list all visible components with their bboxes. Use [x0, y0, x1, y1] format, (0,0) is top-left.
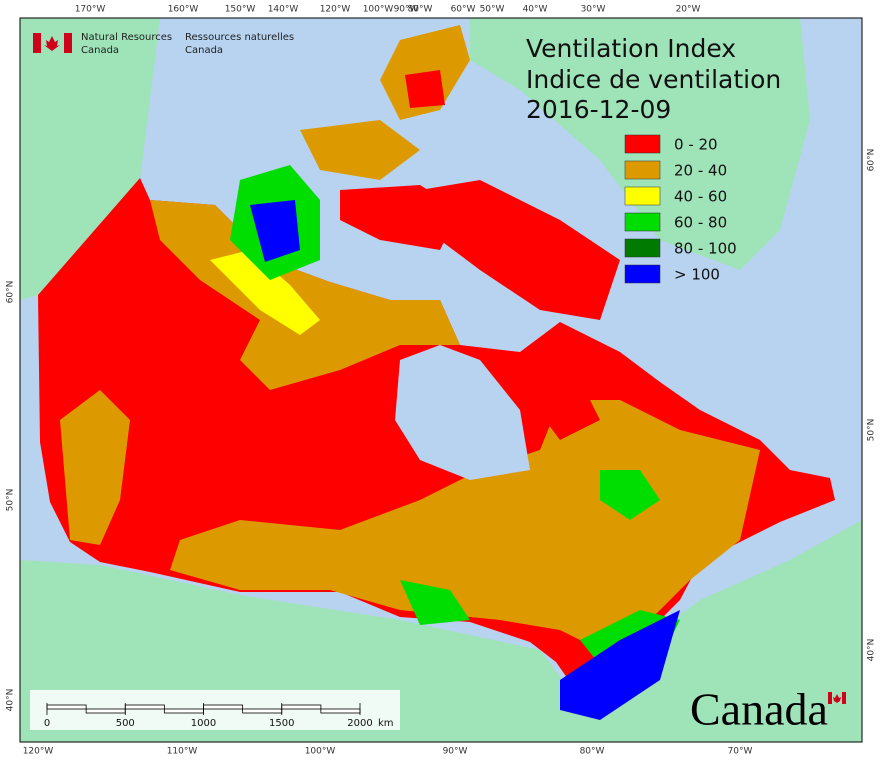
arctic-islands: [230, 25, 620, 320]
agency-fr: Canada: [185, 45, 223, 56]
longitude-label: 100°W: [305, 747, 336, 757]
scale-label: 0: [44, 718, 50, 729]
scale-segment: [46, 704, 87, 710]
scale-label: 500: [116, 718, 135, 729]
map-body: [20, 18, 862, 742]
agency-fr: Ressources naturelles: [185, 32, 294, 43]
island: [250, 200, 300, 262]
latitude-label: 60°N: [867, 149, 877, 172]
zone-yellow: [210, 250, 320, 335]
scale-segment: [124, 704, 165, 710]
longitude-label: 30°W: [581, 5, 606, 15]
zone-south: [170, 400, 760, 650]
longitude-label: 140°W: [268, 5, 299, 15]
longitude-label: 150°W: [225, 5, 256, 15]
graticule-labels: 170°W 160°W 150°W 140°W 120°W 100°W 90°W80°W 60…: [6, 5, 877, 757]
alaska: [20, 18, 160, 300]
map-frame: [19, 17, 863, 743]
legend-swatch: [624, 238, 661, 258]
legend-label: 60 - 80: [674, 214, 727, 232]
longitude-label: 40°W: [523, 5, 548, 15]
longitude-label: 50°W: [480, 5, 505, 15]
zone-north: [150, 200, 460, 390]
zone-quebec-red: [530, 360, 600, 440]
legend-swatch: [624, 160, 661, 180]
scale-segment: [85, 708, 126, 714]
legend-swatch: [624, 186, 661, 206]
legend-label: 0 - 20: [674, 136, 718, 154]
island: [420, 180, 620, 320]
title: Indice de ventilation: [526, 65, 781, 94]
flag-bar: [33, 33, 41, 53]
latitude-label: 40°N: [867, 639, 877, 662]
legend: 0 - 20 20 - 40 40 - 60 60 - 80 80 - 100 > 100: [624, 134, 737, 284]
flag-bar: [828, 692, 832, 704]
usa: [20, 520, 862, 742]
legend-swatch: [624, 134, 661, 154]
date: 2016-12-09: [526, 95, 671, 124]
longitude-label: 120°W: [23, 747, 54, 757]
scale-segment: [203, 704, 244, 710]
island: [300, 120, 420, 180]
zone-se-blue: [560, 610, 680, 720]
flag-leaf: [833, 694, 841, 703]
latitude-label: 50°N: [6, 489, 16, 512]
legend-label: 40 - 60: [674, 188, 727, 206]
scale-segment: [320, 708, 361, 714]
latitude-label: 50°N: [867, 419, 877, 442]
longitude-label: 60°W: [451, 5, 476, 15]
agency-en: Canada: [81, 45, 119, 56]
zone-quebec-green: [600, 470, 660, 520]
flag-leaf: [44, 36, 60, 51]
nrcan-signature: Natural Resources Canada Ressources natu…: [33, 32, 294, 56]
legend-label: 80 - 100: [674, 240, 737, 258]
agency-en: Natural Resources: [81, 32, 172, 43]
flag-bar: [842, 692, 846, 704]
legend-swatch: [624, 212, 661, 232]
longitude-label: 160°W: [168, 5, 199, 15]
legend-swatch: [624, 264, 661, 284]
scale-segment: [242, 708, 283, 714]
longitude-label: 80°W: [580, 747, 605, 757]
longitude-label: 90°W: [443, 747, 468, 757]
longitude-label: 70°W: [728, 747, 753, 757]
latitude-label: 60°N: [6, 281, 16, 304]
longitude-label: 20°W: [676, 5, 701, 15]
scale-segment: [163, 708, 204, 714]
flag-bar: [64, 33, 72, 53]
latitude-label: 40°N: [6, 689, 16, 712]
longitude-label: 90°W: [394, 5, 419, 15]
wordmark: Canada: [690, 684, 828, 735]
scale-label: 2000: [347, 718, 372, 729]
scale-label: 1000: [191, 718, 216, 729]
scale-label: 1500: [269, 718, 294, 729]
zone-bc: [60, 390, 130, 545]
canada-wordmark: Canada: [690, 684, 846, 735]
longitude-label: 170°W: [75, 5, 106, 15]
island: [405, 70, 445, 108]
longitude-label: 100°W: [363, 5, 394, 15]
longitude-label: 110°W: [167, 747, 198, 757]
hudson-bay: [395, 345, 530, 480]
zone-ontario-green: [400, 580, 470, 625]
legend-label: 20 - 40: [674, 162, 727, 180]
title: Ventilation Index: [526, 34, 736, 63]
scale-segment: [281, 704, 322, 710]
scale-bar: 0 500 1000 1500 2000 km: [30, 690, 400, 730]
longitude-label: 120°W: [320, 5, 351, 15]
legend-label: > 100: [674, 266, 720, 284]
scale-unit: km: [378, 718, 394, 729]
longitude-label: 80°W: [408, 5, 433, 15]
